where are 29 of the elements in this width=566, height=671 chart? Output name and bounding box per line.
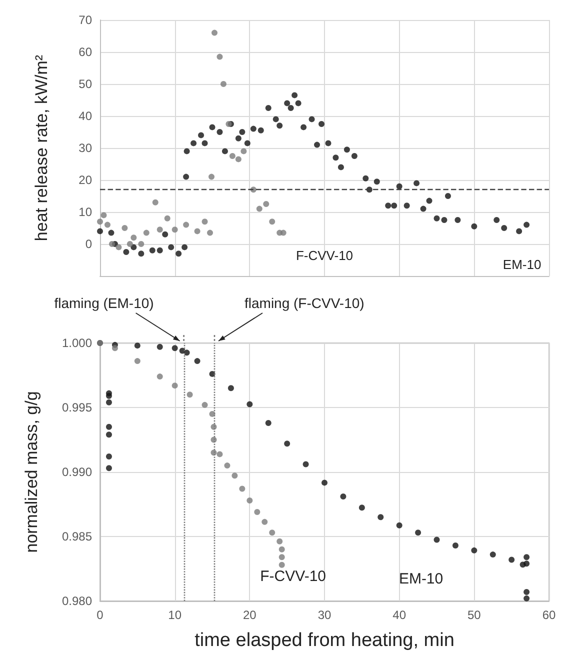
x-tick-label: 50 <box>467 608 482 622</box>
y-tick-label: 70 <box>78 13 92 27</box>
x-tick-label: 0 <box>96 608 104 622</box>
x-tick-label: 20 <box>242 608 257 622</box>
ref-line-label: flaming (EM-10) <box>54 295 154 311</box>
y-axis-title: heat release rate, kW/m² <box>32 54 51 242</box>
annotation: EM-10 <box>398 570 444 588</box>
ref-line-label: flaming (F-CVV-10) <box>244 295 364 311</box>
annotation: F-CVV-10 <box>260 568 326 585</box>
y-tick-label: 60 <box>78 45 92 59</box>
y-tick-label: 0.990 <box>62 465 92 479</box>
y-tick-label: 30 <box>78 141 92 155</box>
y-tick-label: 0.985 <box>62 530 92 544</box>
x-tick-label: 60 <box>542 608 556 622</box>
x-tick-label: 30 <box>318 608 332 622</box>
y-tick-label: 0.995 <box>62 400 92 414</box>
y-tick-label: 40 <box>78 109 92 123</box>
y-tick-label: 20 <box>78 173 92 187</box>
x-tick-label: 40 <box>392 608 406 622</box>
y-tick-label: 0 <box>85 237 92 251</box>
y-axis-title: normalized mass, g/g <box>22 391 41 553</box>
y-tick-label: 10 <box>78 205 92 219</box>
y-tick-label: 50 <box>78 77 92 91</box>
y-tick-label: 0.980 <box>62 594 92 608</box>
annotation: F-CVV-10 <box>296 248 354 264</box>
y-tick-label: 1.000 <box>62 336 92 350</box>
annotation: EM-10 <box>502 256 542 272</box>
x-tick-label: 10 <box>168 608 182 622</box>
x-axis-title: time elasped from heating, min <box>194 630 454 651</box>
